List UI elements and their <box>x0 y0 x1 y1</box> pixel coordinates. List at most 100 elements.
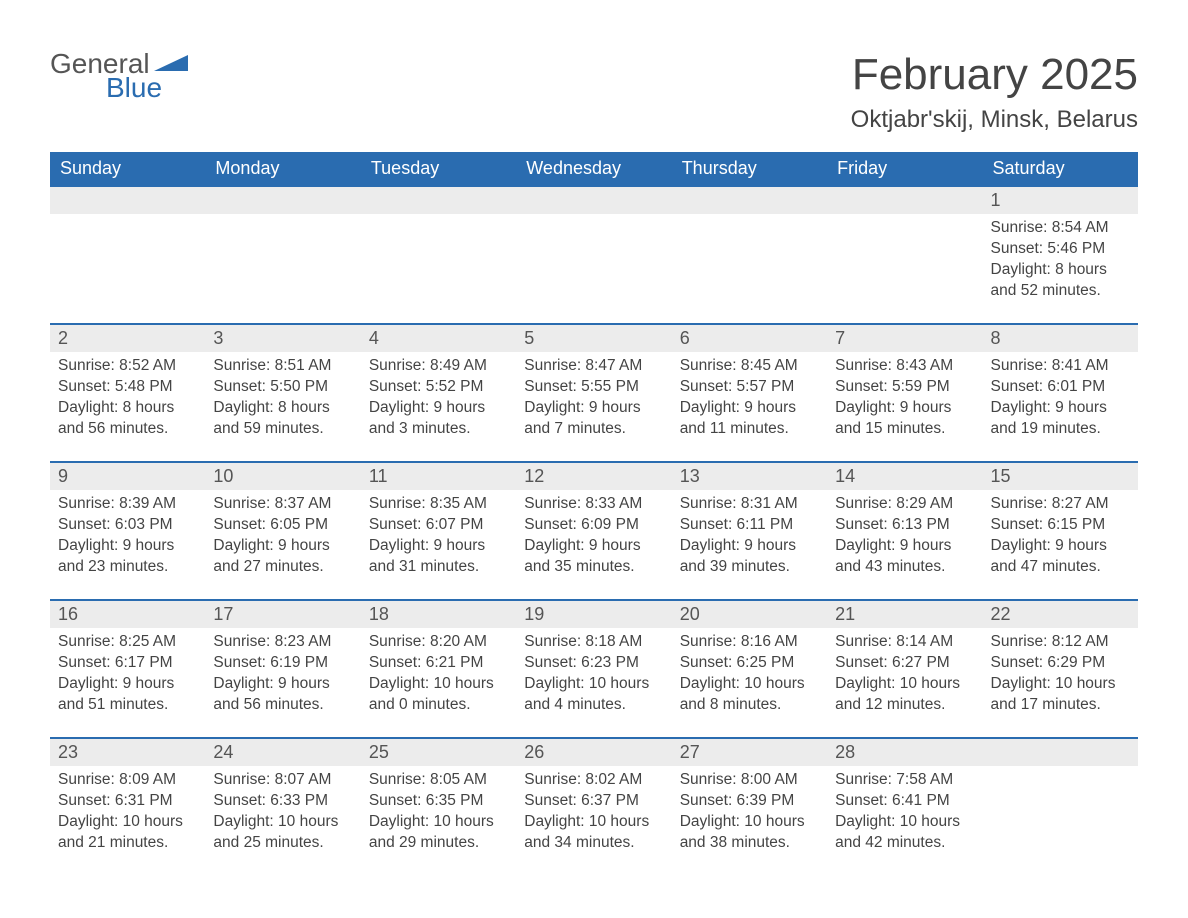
calendar-head: SundayMondayTuesdayWednesdayThursdayFrid… <box>50 152 1138 185</box>
calendar-cell: 24Sunrise: 8:07 AMSunset: 6:33 PMDayligh… <box>205 737 360 875</box>
day-content: Sunrise: 8:25 AMSunset: 6:17 PMDaylight:… <box>50 628 205 720</box>
day-content <box>827 214 982 222</box>
day-content: Sunrise: 7:58 AMSunset: 6:41 PMDaylight:… <box>827 766 982 858</box>
title-block: February 2025 Oktjabr'skij, Minsk, Belar… <box>851 50 1138 134</box>
calendar-cell: 26Sunrise: 8:02 AMSunset: 6:37 PMDayligh… <box>516 737 671 875</box>
day-content: Sunrise: 8:16 AMSunset: 6:25 PMDaylight:… <box>672 628 827 720</box>
weekday-header: Tuesday <box>361 152 516 185</box>
location: Oktjabr'skij, Minsk, Belarus <box>851 106 1138 134</box>
day-content <box>672 214 827 222</box>
calendar-cell <box>205 185 360 323</box>
day-number: 1 <box>983 185 1138 214</box>
day-number <box>983 737 1138 766</box>
day-number: 26 <box>516 737 671 766</box>
day-number: 15 <box>983 461 1138 490</box>
day-number: 2 <box>50 323 205 352</box>
calendar-cell: 18Sunrise: 8:20 AMSunset: 6:21 PMDayligh… <box>361 599 516 737</box>
day-content: Sunrise: 8:35 AMSunset: 6:07 PMDaylight:… <box>361 490 516 582</box>
logo: General Blue <box>50 50 190 102</box>
day-number: 7 <box>827 323 982 352</box>
day-number <box>827 185 982 214</box>
calendar-cell <box>361 185 516 323</box>
calendar-cell: 22Sunrise: 8:12 AMSunset: 6:29 PMDayligh… <box>983 599 1138 737</box>
page-header: General Blue February 2025 Oktjabr'skij,… <box>50 50 1138 134</box>
calendar-cell: 14Sunrise: 8:29 AMSunset: 6:13 PMDayligh… <box>827 461 982 599</box>
day-content <box>50 214 205 222</box>
calendar-table: SundayMondayTuesdayWednesdayThursdayFrid… <box>50 152 1138 875</box>
day-content: Sunrise: 8:27 AMSunset: 6:15 PMDaylight:… <box>983 490 1138 582</box>
day-content: Sunrise: 8:07 AMSunset: 6:33 PMDaylight:… <box>205 766 360 858</box>
day-content: Sunrise: 8:31 AMSunset: 6:11 PMDaylight:… <box>672 490 827 582</box>
day-content: Sunrise: 8:02 AMSunset: 6:37 PMDaylight:… <box>516 766 671 858</box>
day-number: 9 <box>50 461 205 490</box>
calendar-cell: 27Sunrise: 8:00 AMSunset: 6:39 PMDayligh… <box>672 737 827 875</box>
calendar-cell: 8Sunrise: 8:41 AMSunset: 6:01 PMDaylight… <box>983 323 1138 461</box>
day-number: 5 <box>516 323 671 352</box>
day-number: 11 <box>361 461 516 490</box>
weekday-header: Wednesday <box>516 152 671 185</box>
day-content: Sunrise: 8:43 AMSunset: 5:59 PMDaylight:… <box>827 352 982 444</box>
day-number: 27 <box>672 737 827 766</box>
calendar-cell: 9Sunrise: 8:39 AMSunset: 6:03 PMDaylight… <box>50 461 205 599</box>
calendar-cell: 12Sunrise: 8:33 AMSunset: 6:09 PMDayligh… <box>516 461 671 599</box>
calendar-cell: 17Sunrise: 8:23 AMSunset: 6:19 PMDayligh… <box>205 599 360 737</box>
calendar-cell: 5Sunrise: 8:47 AMSunset: 5:55 PMDaylight… <box>516 323 671 461</box>
day-number: 24 <box>205 737 360 766</box>
calendar-cell: 21Sunrise: 8:14 AMSunset: 6:27 PMDayligh… <box>827 599 982 737</box>
day-content <box>361 214 516 222</box>
day-content: Sunrise: 8:52 AMSunset: 5:48 PMDaylight:… <box>50 352 205 444</box>
month-title: February 2025 <box>851 50 1138 100</box>
calendar-cell: 10Sunrise: 8:37 AMSunset: 6:05 PMDayligh… <box>205 461 360 599</box>
calendar-cell <box>827 185 982 323</box>
calendar-cell: 4Sunrise: 8:49 AMSunset: 5:52 PMDaylight… <box>361 323 516 461</box>
calendar-cell: 20Sunrise: 8:16 AMSunset: 6:25 PMDayligh… <box>672 599 827 737</box>
day-number: 25 <box>361 737 516 766</box>
day-number <box>672 185 827 214</box>
day-content: Sunrise: 8:49 AMSunset: 5:52 PMDaylight:… <box>361 352 516 444</box>
calendar-cell: 3Sunrise: 8:51 AMSunset: 5:50 PMDaylight… <box>205 323 360 461</box>
calendar-cell <box>516 185 671 323</box>
day-content: Sunrise: 8:37 AMSunset: 6:05 PMDaylight:… <box>205 490 360 582</box>
calendar-cell: 25Sunrise: 8:05 AMSunset: 6:35 PMDayligh… <box>361 737 516 875</box>
day-number: 22 <box>983 599 1138 628</box>
day-content: Sunrise: 8:45 AMSunset: 5:57 PMDaylight:… <box>672 352 827 444</box>
day-content: Sunrise: 8:47 AMSunset: 5:55 PMDaylight:… <box>516 352 671 444</box>
calendar-cell: 7Sunrise: 8:43 AMSunset: 5:59 PMDaylight… <box>827 323 982 461</box>
day-content: Sunrise: 8:12 AMSunset: 6:29 PMDaylight:… <box>983 628 1138 720</box>
calendar-cell <box>983 737 1138 875</box>
day-content: Sunrise: 8:20 AMSunset: 6:21 PMDaylight:… <box>361 628 516 720</box>
weekday-header: Thursday <box>672 152 827 185</box>
weekday-header: Saturday <box>983 152 1138 185</box>
calendar-body: 1Sunrise: 8:54 AMSunset: 5:46 PMDaylight… <box>50 185 1138 875</box>
day-content: Sunrise: 8:00 AMSunset: 6:39 PMDaylight:… <box>672 766 827 858</box>
day-number: 21 <box>827 599 982 628</box>
calendar-cell: 6Sunrise: 8:45 AMSunset: 5:57 PMDaylight… <box>672 323 827 461</box>
day-content: Sunrise: 8:41 AMSunset: 6:01 PMDaylight:… <box>983 352 1138 444</box>
day-number: 23 <box>50 737 205 766</box>
day-content: Sunrise: 8:33 AMSunset: 6:09 PMDaylight:… <box>516 490 671 582</box>
day-content: Sunrise: 8:54 AMSunset: 5:46 PMDaylight:… <box>983 214 1138 306</box>
weekday-header: Sunday <box>50 152 205 185</box>
weekday-header: Friday <box>827 152 982 185</box>
day-number: 17 <box>205 599 360 628</box>
day-content <box>516 214 671 222</box>
calendar-cell: 1Sunrise: 8:54 AMSunset: 5:46 PMDaylight… <box>983 185 1138 323</box>
day-number: 4 <box>361 323 516 352</box>
calendar-cell: 19Sunrise: 8:18 AMSunset: 6:23 PMDayligh… <box>516 599 671 737</box>
day-content: Sunrise: 8:23 AMSunset: 6:19 PMDaylight:… <box>205 628 360 720</box>
day-content: Sunrise: 8:05 AMSunset: 6:35 PMDaylight:… <box>361 766 516 858</box>
day-number <box>516 185 671 214</box>
day-content: Sunrise: 8:51 AMSunset: 5:50 PMDaylight:… <box>205 352 360 444</box>
day-number: 18 <box>361 599 516 628</box>
calendar-cell: 11Sunrise: 8:35 AMSunset: 6:07 PMDayligh… <box>361 461 516 599</box>
day-number: 20 <box>672 599 827 628</box>
day-number: 28 <box>827 737 982 766</box>
day-number: 16 <box>50 599 205 628</box>
calendar-cell <box>50 185 205 323</box>
day-content: Sunrise: 8:09 AMSunset: 6:31 PMDaylight:… <box>50 766 205 858</box>
day-content <box>205 214 360 222</box>
day-number: 13 <box>672 461 827 490</box>
calendar-cell: 23Sunrise: 8:09 AMSunset: 6:31 PMDayligh… <box>50 737 205 875</box>
calendar-cell: 16Sunrise: 8:25 AMSunset: 6:17 PMDayligh… <box>50 599 205 737</box>
day-number: 8 <box>983 323 1138 352</box>
